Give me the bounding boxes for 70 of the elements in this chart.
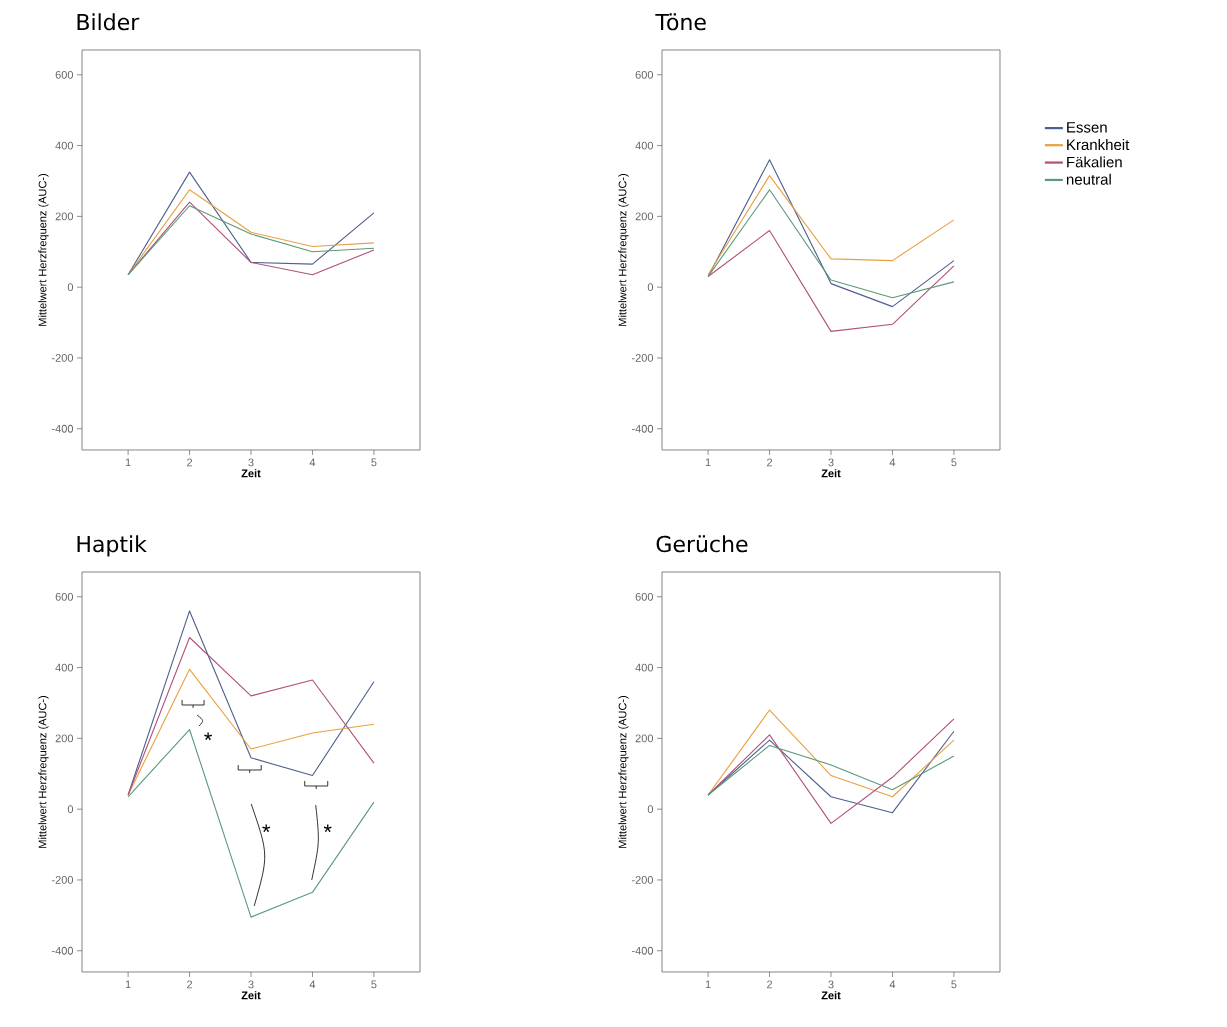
- y-axis-title: Mittelwert Herzfrequenz (AUC-): [38, 173, 49, 326]
- x-axis-title: Zeit: [821, 991, 841, 1000]
- y-tick-label: 200: [55, 212, 74, 221]
- y-tick-label: 200: [635, 734, 654, 743]
- x-tick-label: 5: [371, 980, 377, 989]
- x-tick-label: 1: [705, 458, 711, 467]
- y-tick-label: 0: [67, 805, 74, 814]
- y-tick-label: -200: [51, 876, 74, 884]
- y-tick-label: 0: [67, 283, 74, 292]
- x-tick-label: 4: [309, 458, 316, 467]
- y-tick-label: -200: [631, 876, 654, 884]
- annotation: *: [323, 824, 332, 833]
- annotation: *: [204, 732, 213, 741]
- x-tick-label: 5: [371, 458, 377, 467]
- x-tick-label: 3: [248, 458, 254, 467]
- y-tick-label: 200: [55, 734, 74, 743]
- x-tick-label: 4: [889, 458, 896, 467]
- y-tick-label: 400: [635, 663, 654, 672]
- line-series: [707, 189, 955, 299]
- line-series: [707, 709, 955, 798]
- y-tick-label: -200: [51, 354, 74, 362]
- line-series: [127, 668, 375, 796]
- legend-label: Essen: [1067, 122, 1107, 133]
- x-tick-label: 1: [125, 980, 131, 989]
- legend-label: neutral: [1066, 173, 1111, 185]
- y-tick-label: 0: [647, 283, 654, 292]
- x-tick-label: 3: [828, 458, 834, 467]
- x-tick-label: 2: [767, 980, 773, 989]
- x-tick-label: 5: [951, 458, 957, 467]
- y-tick-label: 400: [55, 141, 74, 150]
- y-tick-label: -400: [631, 424, 654, 433]
- chart-title: Töne: [655, 13, 706, 31]
- y-axis-title: Mittelwert Herzfrequenz (AUC-): [618, 173, 629, 326]
- y-tick-label: -400: [631, 946, 654, 955]
- y-tick-label: -400: [51, 424, 74, 433]
- legend-label: Fäkalien: [1067, 156, 1122, 168]
- x-tick-label: 1: [125, 458, 131, 467]
- x-tick-label: 2: [187, 980, 193, 989]
- x-axis-title: Zeit: [241, 991, 261, 1000]
- y-axis-title: Mittelwert Herzfrequenz (AUC-): [618, 695, 629, 848]
- x-tick-label: 4: [309, 980, 316, 989]
- y-tick-label: -400: [51, 946, 74, 955]
- y-tick-label: 600: [55, 592, 74, 601]
- y-tick-label: 600: [635, 70, 654, 79]
- x-tick-label: 3: [248, 980, 254, 989]
- x-tick-label: 2: [767, 458, 773, 467]
- y-tick-label: 600: [635, 592, 654, 601]
- chart-title: Bilder: [77, 13, 140, 31]
- annotation: *: [262, 824, 271, 833]
- x-tick-label: 3: [828, 980, 834, 989]
- x-axis-title: Zeit: [241, 469, 261, 478]
- line-series: [707, 744, 955, 796]
- y-axis-title: Mittelwert Herzfrequenz (AUC-): [38, 695, 49, 848]
- y-tick-label: -200: [631, 354, 654, 362]
- line-series: [127, 728, 375, 918]
- line-series: [707, 229, 955, 332]
- y-tick-label: 400: [55, 663, 74, 672]
- y-tick-label: 200: [635, 212, 654, 221]
- y-tick-label: 0: [647, 805, 654, 814]
- chart-title: Gerüche: [656, 535, 748, 553]
- x-tick-label: 1: [705, 980, 711, 989]
- y-tick-label: 600: [55, 70, 74, 79]
- x-axis-title: Zeit: [821, 469, 841, 478]
- x-tick-label: 2: [187, 458, 193, 467]
- line-series: [707, 175, 955, 276]
- x-tick-label: 4: [889, 980, 896, 989]
- legend-label: Krankheit: [1067, 139, 1130, 151]
- y-tick-label: 400: [635, 141, 654, 150]
- chart-title: Haptik: [77, 535, 147, 557]
- x-tick-label: 5: [951, 980, 957, 989]
